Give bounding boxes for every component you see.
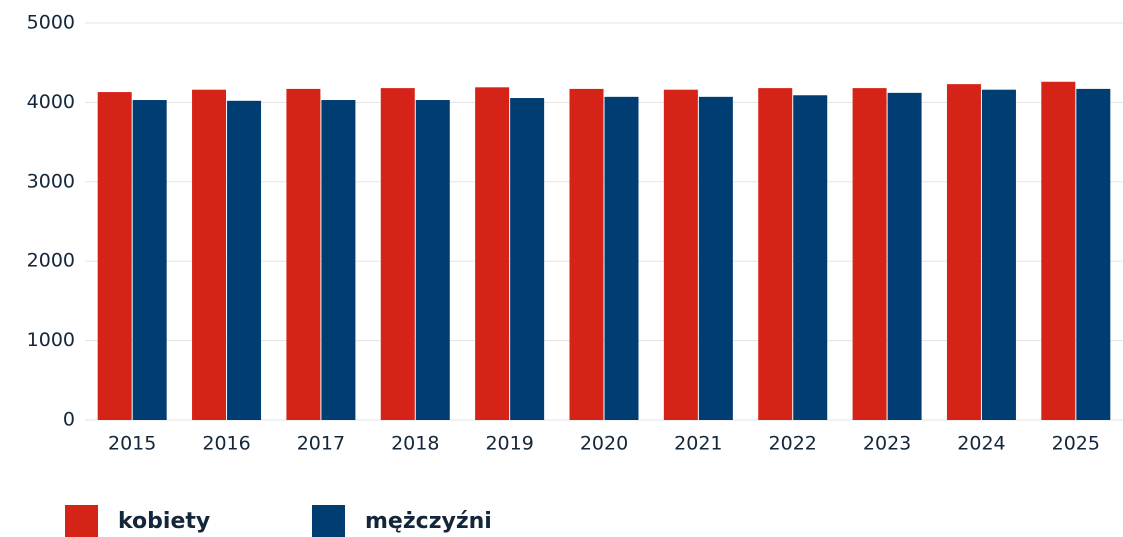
x-tick-label: 2015 <box>108 433 156 455</box>
y-tick-label: 2000 <box>27 250 75 272</box>
x-tick-label: 2022 <box>769 433 817 455</box>
bar <box>415 100 450 420</box>
bar <box>852 88 887 420</box>
x-tick-label: 2017 <box>297 433 345 455</box>
bar <box>475 87 510 421</box>
x-tick-label: 2016 <box>202 433 250 455</box>
bar <box>981 89 1016 421</box>
y-tick-label: 3000 <box>27 170 75 192</box>
bar <box>1076 88 1111 420</box>
y-tick-label: 1000 <box>27 329 75 351</box>
bar <box>380 88 415 420</box>
x-tick-label: 2023 <box>863 433 911 455</box>
legend-label: mężczyźni <box>365 509 492 534</box>
bar <box>321 100 356 420</box>
bar <box>97 92 132 420</box>
x-tick-label: 2019 <box>485 433 533 455</box>
bar <box>286 88 321 420</box>
x-tick-label: 2020 <box>580 433 628 455</box>
x-tick-label: 2025 <box>1052 433 1100 455</box>
bar <box>663 89 698 421</box>
legend-swatch <box>65 505 98 537</box>
x-tick-label: 2018 <box>391 433 439 455</box>
bar <box>698 96 733 420</box>
bar <box>510 98 545 421</box>
y-tick-label: 4000 <box>27 91 75 113</box>
bar <box>227 100 262 420</box>
bar <box>1041 81 1076 421</box>
y-tick-label: 0 <box>63 409 75 431</box>
bar <box>132 100 167 420</box>
legend-label: kobiety <box>118 509 210 534</box>
bar <box>793 95 828 420</box>
bar <box>192 89 227 421</box>
bar <box>946 84 981 420</box>
x-tick-label: 2021 <box>674 433 722 455</box>
bar <box>887 92 922 420</box>
x-tick-label: 2024 <box>957 433 1005 455</box>
bar <box>569 88 604 420</box>
bar <box>758 88 793 420</box>
bar <box>604 96 639 420</box>
y-tick-label: 5000 <box>27 12 75 34</box>
legend-swatch <box>312 505 345 537</box>
